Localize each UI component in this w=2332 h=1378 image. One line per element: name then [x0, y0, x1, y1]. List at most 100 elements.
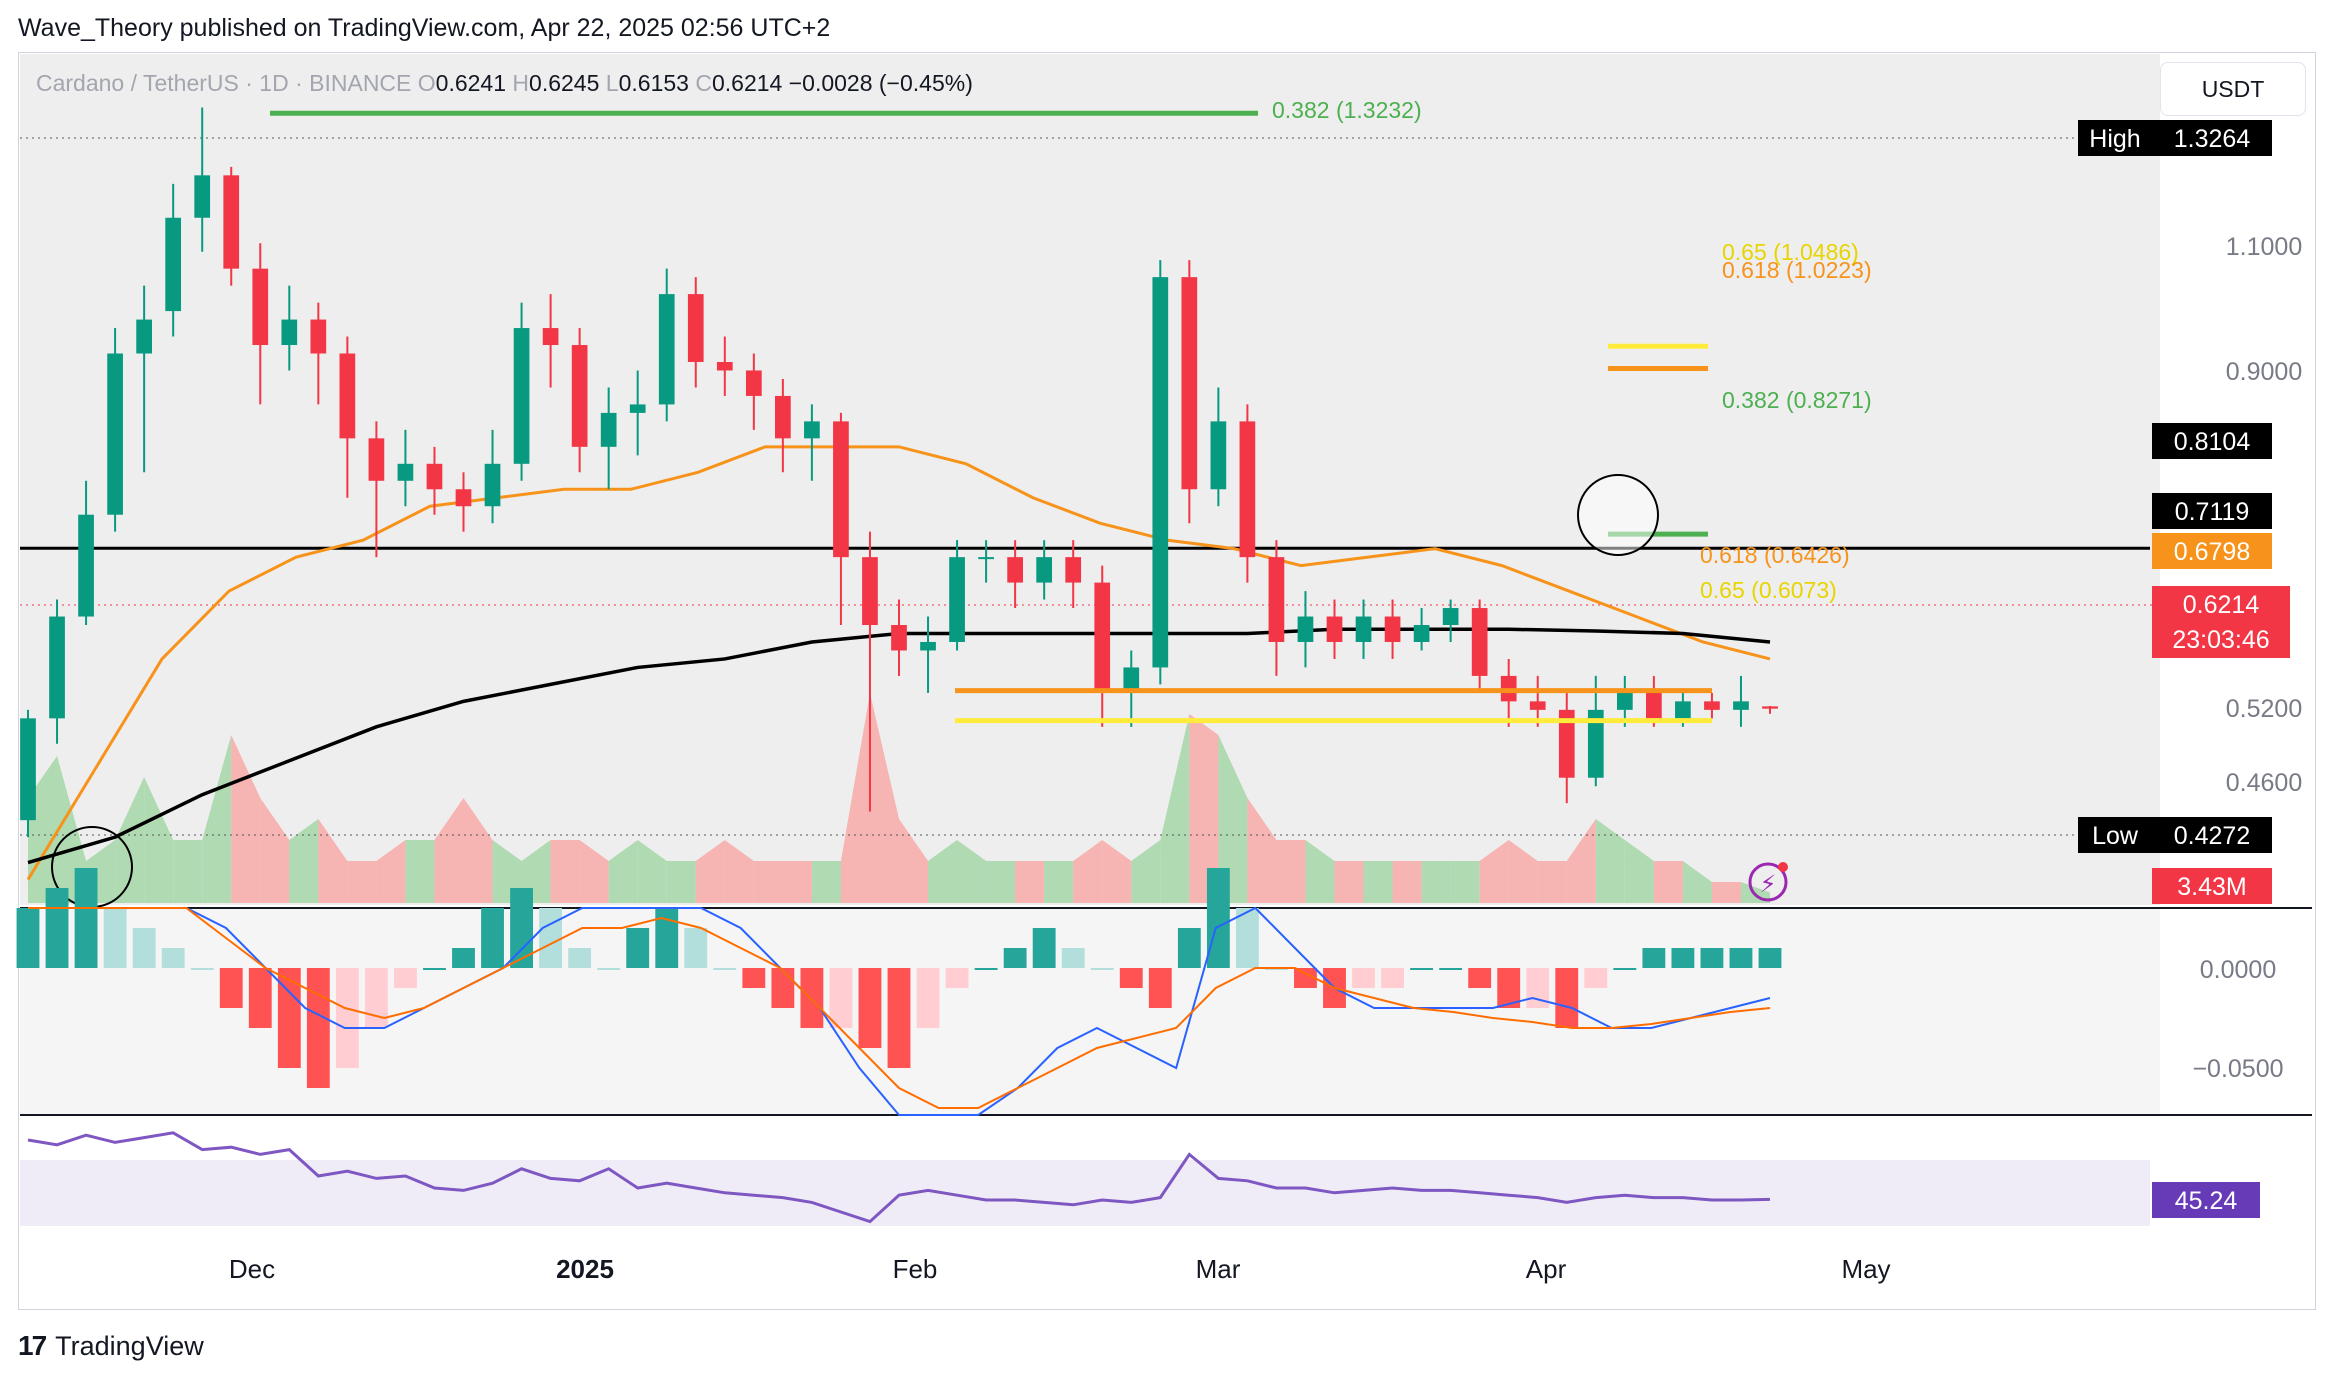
countdown-value: 23:03:46: [2172, 626, 2269, 654]
macd-histogram-bar: [1497, 968, 1521, 1008]
volume-area: [1392, 861, 1422, 903]
volume-area: [231, 735, 261, 903]
price-axis-tick: 0.4600: [2226, 769, 2302, 797]
rsi-value: 45.24: [2175, 1187, 2238, 1215]
volume-area: [1015, 861, 1045, 903]
macd-histogram-bar: [974, 968, 998, 970]
volume-area: [1160, 714, 1190, 903]
lightning-icon: [1748, 862, 1788, 902]
rsi-line: [27, 1131, 1771, 1224]
high-marker-box: [2152, 120, 2272, 156]
volume-area: [521, 840, 551, 903]
volume-area: [1508, 840, 1538, 903]
volume-area: [753, 861, 783, 903]
candle-body: [1123, 667, 1140, 693]
candle-body: [194, 175, 211, 218]
macd-line: [28, 906, 1771, 1116]
volume-area: [869, 693, 899, 903]
volume-area: [1334, 861, 1364, 903]
volume-area: [1682, 861, 1712, 903]
macd-histogram-bar: [1439, 968, 1463, 970]
volume-area: [144, 777, 174, 903]
candle-body: [1239, 421, 1256, 558]
candle-body: [1762, 706, 1778, 709]
x-axis-tick: Apr: [1526, 1254, 1567, 1284]
volume-area: [1624, 840, 1654, 903]
macd-histogram-bar: [626, 928, 650, 968]
candle-body: [629, 404, 646, 413]
tradingview-footer[interactable]: 17 TradingView: [18, 1326, 204, 1366]
macd-histogram-bar: [597, 968, 621, 970]
volume-area: [928, 840, 958, 903]
candle-body: [745, 370, 762, 396]
volume-area: [1073, 840, 1103, 903]
candle-body: [281, 319, 298, 346]
volume-area: [1595, 819, 1625, 903]
volume-area: [1566, 819, 1596, 903]
candle-body: [310, 319, 327, 354]
volume-area: [695, 840, 725, 903]
candle-body: [687, 294, 704, 362]
candle-body: [1529, 701, 1546, 710]
macd-histogram-bar: [219, 968, 243, 1008]
volume-area: [1276, 840, 1306, 903]
macd-histogram-bar: [1032, 928, 1056, 968]
volume-area: [899, 819, 929, 903]
candle-body: [107, 353, 123, 515]
macd-histogram-bar: [1177, 928, 1201, 968]
chart-frame[interactable]: [18, 52, 2316, 1310]
volume-area: [666, 861, 696, 903]
candle-body: [571, 345, 588, 447]
macd-histogram-bar: [539, 908, 563, 968]
x-axis-tick: Mar: [1196, 1254, 1241, 1284]
tradingview-logo-icon: 17: [18, 1330, 47, 1361]
low-marker-label: Low: [2092, 822, 2139, 850]
candle-body: [455, 489, 472, 507]
volume-area: [115, 777, 145, 903]
candle-body: [949, 557, 965, 642]
candle-body: [1558, 709, 1575, 778]
candle-body: [1587, 709, 1604, 778]
macd-histogram-bar: [1642, 948, 1666, 968]
candle-body: [1646, 692, 1662, 719]
candle-body: [920, 641, 936, 651]
candle-body: [891, 625, 907, 651]
macd-histogram-bar: [1729, 948, 1753, 968]
low-marker-tag: [2078, 817, 2152, 853]
volume-area: [637, 840, 667, 903]
macd-histogram-bar: [1352, 968, 1375, 988]
volume-area: [1131, 840, 1161, 903]
high-marker-label: High: [2089, 125, 2140, 153]
macd-histogram-bar: [1671, 948, 1695, 968]
candle-body: [775, 395, 791, 439]
volume-area: [840, 693, 870, 903]
resistance-marker-value: 0.8104: [2174, 428, 2251, 456]
macd-histogram-bar: [248, 968, 272, 1028]
currency-button[interactable]: USDT: [2160, 62, 2306, 116]
fib-level-label: 0.382 (1.3232): [1272, 97, 1422, 123]
volume-area: [1421, 861, 1451, 903]
volume-area: [1189, 714, 1219, 903]
macd-histogram-bar: [1061, 948, 1085, 968]
macd-histogram-bar: [829, 968, 853, 1028]
volume-box: [2152, 868, 2272, 904]
ema50-marker-box: [2152, 533, 2272, 569]
volume-area: [811, 861, 841, 903]
tradingview-brand: TradingView: [55, 1330, 204, 1361]
volume-area: [1711, 882, 1741, 903]
volume-area: [608, 840, 638, 903]
macd-histogram-bar: [1700, 948, 1724, 968]
x-axis-tick: Dec: [229, 1254, 275, 1284]
price-axis-tick: 1.1000: [2226, 233, 2302, 261]
candle-body: [1065, 557, 1082, 583]
candle-body: [1094, 582, 1111, 693]
candle-body: [49, 616, 65, 719]
macd-histogram-bar: [452, 948, 475, 968]
macd-histogram-bar: [481, 908, 504, 968]
macd-histogram-bar: [713, 968, 737, 970]
volume-area: [1537, 861, 1567, 903]
macd-axis-tick: 0.0000: [2200, 956, 2276, 984]
fib-level-label: 0.65 (0.6073): [1700, 577, 1837, 603]
last-price-box: [2152, 586, 2290, 658]
